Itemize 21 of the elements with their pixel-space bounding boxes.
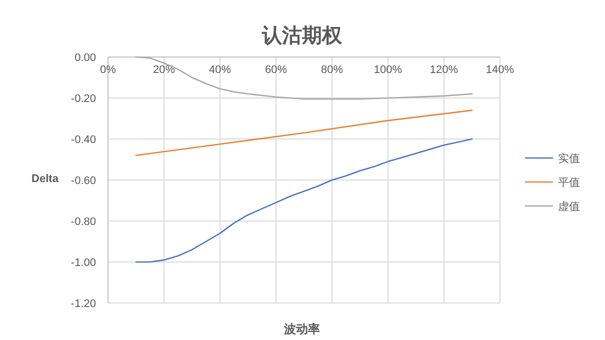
y-tick-label: -0.60 (70, 175, 96, 187)
x-tick-label: 20% (152, 64, 176, 76)
legend-label: 平值 (558, 177, 580, 189)
x-tick-label: 80% (320, 64, 344, 76)
legend-label: 虚值 (558, 200, 580, 213)
y-tick-label: -0.80 (70, 216, 96, 228)
y-tick-label: -0.20 (70, 93, 96, 105)
x-tick-label: 40% (208, 64, 232, 76)
y-tick-label: -1.20 (70, 298, 96, 310)
legend-label: 实值 (558, 152, 580, 165)
y-tick-label: 0.00 (74, 52, 96, 64)
y-tick-label: -1.00 (70, 257, 96, 269)
x-axis-title: 波动率 (283, 322, 320, 336)
x-tick-label: 100% (374, 64, 402, 76)
x-tick-label: 60% (264, 64, 288, 76)
x-tick-label: 140% (486, 64, 514, 76)
y-axis-title: Delta (32, 173, 60, 185)
y-tick-label: -0.40 (70, 134, 96, 146)
chart-title: 认沽期权 (261, 25, 343, 47)
x-tick-label: 0% (100, 64, 116, 76)
x-tick-label: 120% (430, 64, 458, 76)
